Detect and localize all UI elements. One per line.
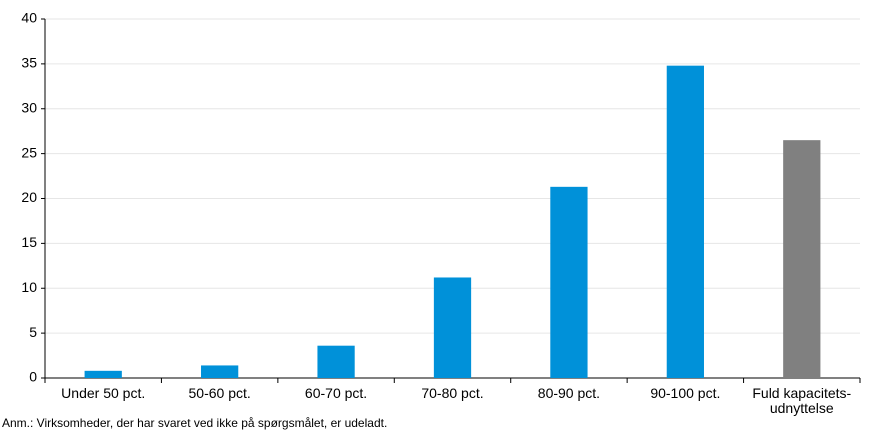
y-tick-label: 0 (29, 369, 37, 385)
y-tick-label: 35 (21, 55, 37, 71)
x-tick-label: 50-60 pct. (188, 385, 251, 401)
y-tick-label: 30 (21, 99, 37, 115)
bar (550, 186, 588, 378)
y-tick-label: 40 (21, 10, 37, 26)
x-tick-label: Fuld kapacitets- udnyttelse (752, 385, 852, 416)
x-tick-label: 70-80 pct. (421, 385, 484, 401)
bar (433, 277, 472, 378)
x-tick-label: 60-70 pct. (304, 385, 368, 401)
x-tick-label: Under 50 pct. (61, 385, 146, 401)
y-tick-label: 10 (21, 279, 37, 295)
y-tick-label: 15 (21, 234, 37, 250)
bar (201, 365, 239, 378)
bar (783, 140, 821, 378)
y-tick-label: 5 (29, 324, 37, 340)
bar (666, 65, 704, 379)
x-tick-label: 90-100 pct. (650, 385, 721, 401)
y-tick-label: 25 (21, 144, 37, 160)
bar (84, 370, 122, 378)
x-tick-label: 80-90 pct. (537, 385, 601, 401)
footnote: Anm.: Virksomheder, der har svaret ved i… (2, 416, 388, 430)
y-tick-label: 20 (21, 189, 37, 205)
bar (317, 345, 355, 378)
